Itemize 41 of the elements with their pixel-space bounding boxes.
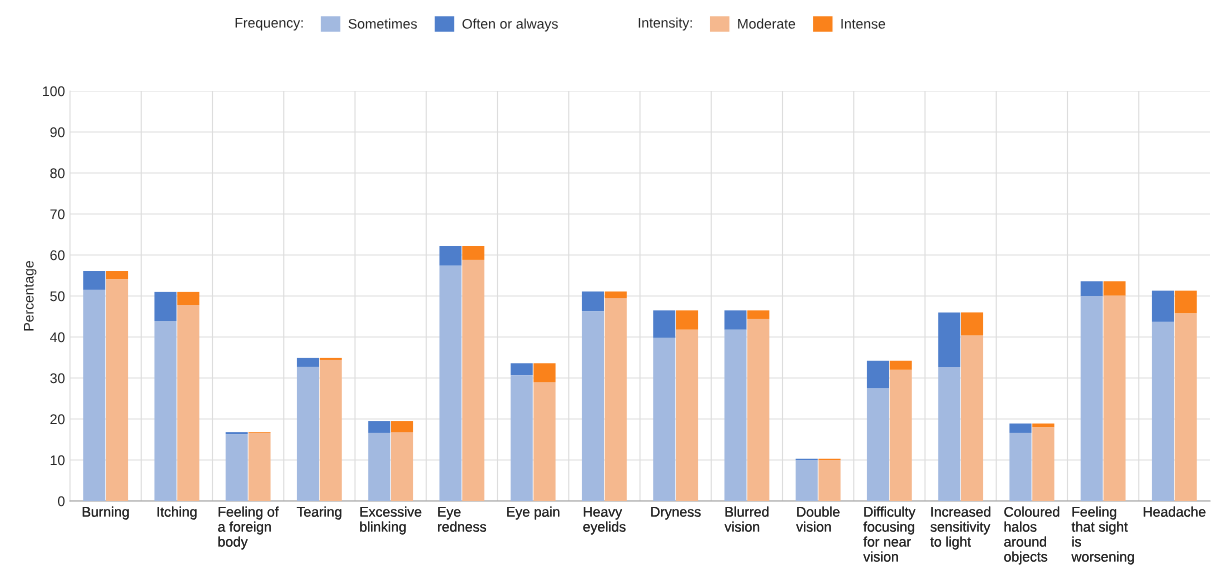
x-tick-label: Coloured halos around objects [1004,506,1060,565]
x-tick-label: Feeling of a foreign body [218,506,279,550]
x-tick-label: Headache [1143,506,1206,517]
y-tick-label: 20 [50,414,65,425]
x-tick-label: Feeling that sight is worsening [1071,506,1134,565]
bar [225,432,248,435]
legend-title: Intensity: [638,17,692,31]
bar [724,310,747,330]
y-tick-label: 50 [50,291,65,302]
legend-label: Often or always [462,18,558,32]
x-tick-label: Dryness [651,507,701,520]
x-tick-label: Blurred vision [724,506,769,532]
bar [581,291,605,312]
legend-label: Moderate [738,18,796,29]
x-tick-label: Excessive blinking [360,506,422,535]
x-tick-label: Difficulty focusing for near vision [863,506,916,562]
x-tick-label: Double vision [796,506,840,532]
legend-label: Intense [841,19,886,29]
x-tick-label: Tearing [296,506,342,520]
x-tick-label: Heavy eyelids [583,507,626,535]
y-tick-label: 60 [50,250,65,261]
bar [154,291,177,322]
x-tick-label: Itching [157,506,197,520]
y-tick-label: 10 [50,455,65,466]
legend-label: Sometimes [348,18,417,29]
legend-title: Frequency: [235,18,303,31]
y-tick-label: 70 [50,209,65,220]
x-tick-label: Eye redness [438,507,487,532]
y-axis-title: Percentage [23,261,37,331]
bar [83,270,106,290]
y-tick-label: 40 [50,332,65,343]
x-tick-label: Eye pain [507,506,560,520]
bar [866,360,890,389]
x-tick-label: Increased sensitivity to light [930,506,991,550]
y-tick-label: 100 [43,86,65,97]
y-tick-label: 30 [50,373,65,384]
y-tick-label: 0 [57,496,65,507]
y-tick-label: 80 [50,168,65,179]
y-tick-label: 90 [50,127,65,138]
x-tick-label: Burning [82,506,129,520]
bar [296,357,320,367]
